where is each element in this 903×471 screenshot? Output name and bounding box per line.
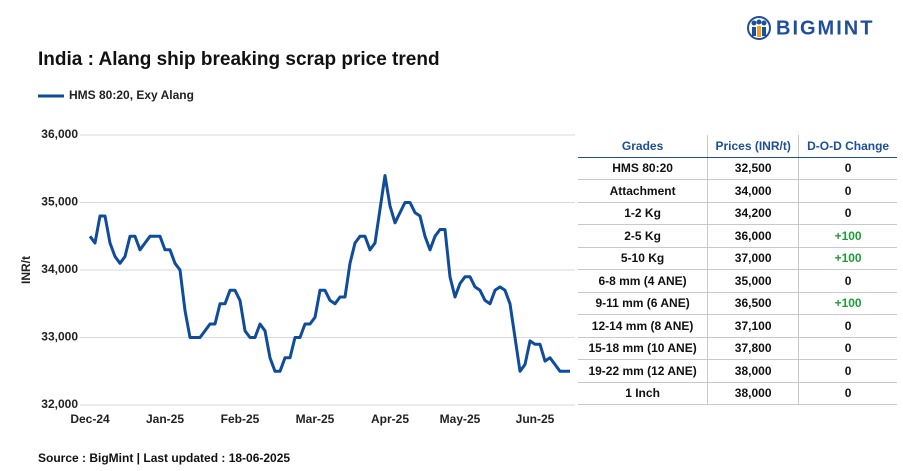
table-row: 15-18 mm (10 ANE) 37,800 0 [578,337,897,360]
table-cell: 0 [798,382,897,405]
table-row: Attachment 34,000 0 [578,179,897,203]
table-row: 12-14 mm (8 ANE) 37,100 0 [578,314,897,338]
x-tick-label: Mar-25 [296,412,335,426]
table-cell: 0 [798,337,897,360]
y-tick-label: 32,000 [41,397,78,411]
y-tick-label: 35,000 [41,195,78,209]
table-row: 2-5 Kg 36,000 +100 [578,224,897,248]
y-tick-label: 34,000 [41,262,78,276]
table-cell: 38,000 [707,382,799,405]
table-row: 6-8 mm (4 ANE) 35,000 0 [578,269,897,293]
table-cell: 0 [798,314,897,338]
table-header-row: Grades Prices (INR/t) D-O-D Change [578,135,897,158]
price-table: Grades Prices (INR/t) D-O-D Change HMS 80:2… [578,135,897,405]
legend-label: HMS 80:20, Exy Alang [69,88,194,102]
source-note: Source : BigMint | Last updated : 18-06-… [38,451,290,465]
y-axis-title: INR/t [19,256,33,284]
table-cell: HMS 80:20 [578,157,708,180]
table-cell: +100 [798,224,897,248]
logo-text: BIGMINT [776,17,874,39]
table-row: 5-10 Kg 37,000 +100 [578,247,897,270]
table-cell: 9-11 mm (6 ANE) [578,292,708,315]
table-row: 19-22 mm (12 ANE) 38,000 0 [578,359,897,383]
x-tick-label: Jan-25 [146,412,184,426]
y-tick-label: 36,000 [41,127,78,141]
table-row: 1 Inch 38,000 0 [578,382,897,405]
table-cell: 35,000 [707,269,799,293]
table-cell: 6-8 mm (4 ANE) [578,269,708,293]
table-row: 9-11 mm (6 ANE) 36,500 +100 [578,292,897,315]
table-cell: 0 [798,179,897,203]
table-cell: 0 [798,269,897,293]
table-cell: 5-10 Kg [578,247,708,270]
column-header: Prices (INR/t) [707,135,799,158]
table-row: 1-2 Kg 34,200 0 [578,202,897,225]
table-cell: 36,000 [707,224,799,248]
table-cell: 0 [798,359,897,383]
table-cell: +100 [798,247,897,270]
table-cell: 37,800 [707,337,799,360]
column-header: D-O-D Change [798,135,897,158]
table-cell: 0 [798,157,897,180]
table-cell: 12-14 mm (8 ANE) [578,314,708,338]
table-cell: 1 Inch [578,382,708,405]
table-cell: 15-18 mm (10 ANE) [578,337,708,360]
line-series [88,174,570,373]
table-cell: 34,200 [707,202,799,225]
table-cell: 38,000 [707,359,799,383]
x-tick-label: Jun-25 [516,412,555,426]
table-cell: 0 [798,202,897,225]
x-tick-label: May-25 [440,412,481,426]
x-tick-label: Feb-25 [221,412,260,426]
table-cell: 37,100 [707,314,799,338]
chart-title: India : Alang ship breaking scrap price … [38,49,440,70]
table-cell: 36,500 [707,292,799,315]
table-cell: 34,000 [707,179,799,203]
table-cell: 2-5 Kg [578,224,708,248]
table-cell: 37,000 [707,247,799,270]
table-cell: +100 [798,292,897,315]
table-cell: Attachment [578,179,708,203]
table-cell: 1-2 Kg [578,202,708,225]
x-tick-label: Apr-25 [371,412,409,426]
table-cell: 32,500 [707,157,799,180]
logo-icon [747,16,771,40]
y-tick-label: 33,000 [41,330,78,344]
column-header: Grades [578,135,708,158]
x-tick-label: Dec-24 [70,412,110,426]
table-cell: 19-22 mm (12 ANE) [578,359,708,383]
table-row: HMS 80:20 32,500 0 [578,157,897,180]
